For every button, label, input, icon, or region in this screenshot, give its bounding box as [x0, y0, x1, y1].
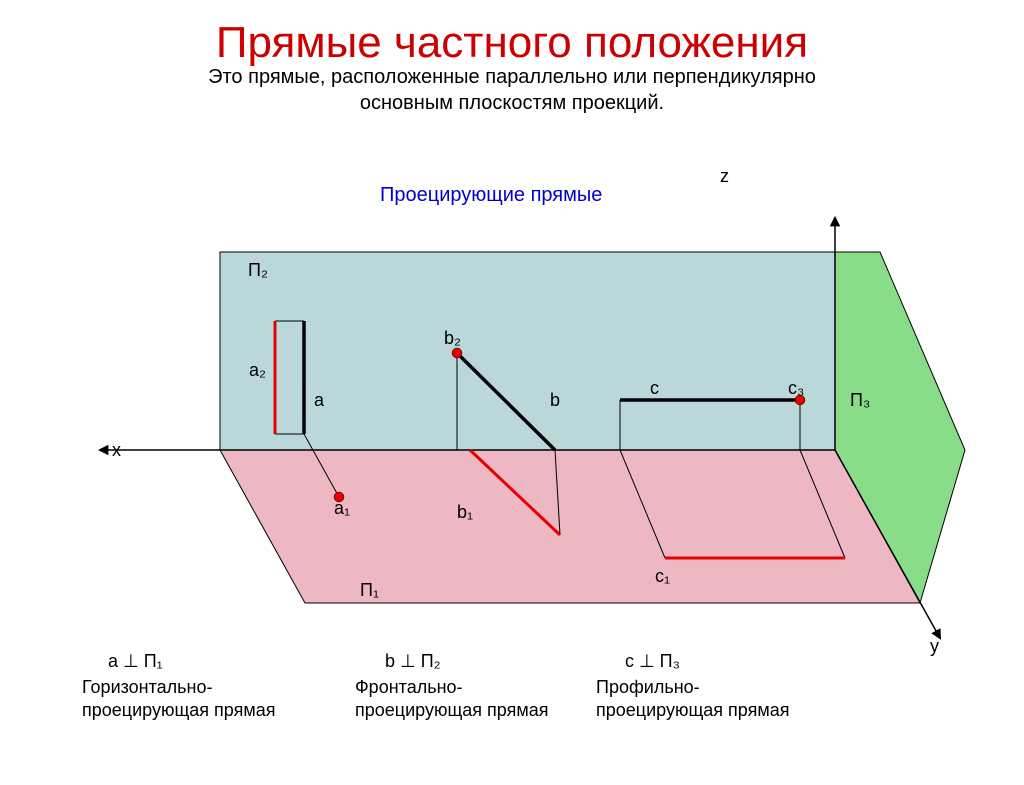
plane-P3-label: П₃	[850, 390, 870, 411]
caption-b-perp: b ⊥ П₂	[385, 650, 441, 673]
axis-x-label: x	[112, 440, 121, 461]
label-c: c	[650, 378, 659, 399]
label-a: a	[314, 390, 324, 411]
caption-c-text: Профильно-проецирующая прямая	[596, 676, 796, 721]
label-b2: b₂	[444, 328, 461, 349]
label-c3: c₃	[788, 378, 804, 399]
label-b: b	[550, 390, 560, 411]
label-a1: a₁	[334, 498, 350, 519]
caption-a-perp: a ⊥ П₁	[108, 650, 163, 673]
caption-b-text: Фронтально-проецирующая прямая	[355, 676, 555, 721]
caption-a-text: Горизонтально-проецирующая прямая	[82, 676, 292, 721]
label-c1: c₁	[655, 566, 670, 587]
label-a2: a₂	[249, 360, 266, 381]
plane-P2-label: П₂	[248, 260, 268, 281]
caption-c-perp: c ⊥ П₃	[625, 650, 680, 673]
axis-y-label: y	[930, 636, 939, 657]
axis-z-label: z	[720, 166, 729, 187]
label-b1: b₁	[457, 502, 473, 523]
plane-P1-label: П₁	[360, 580, 379, 601]
